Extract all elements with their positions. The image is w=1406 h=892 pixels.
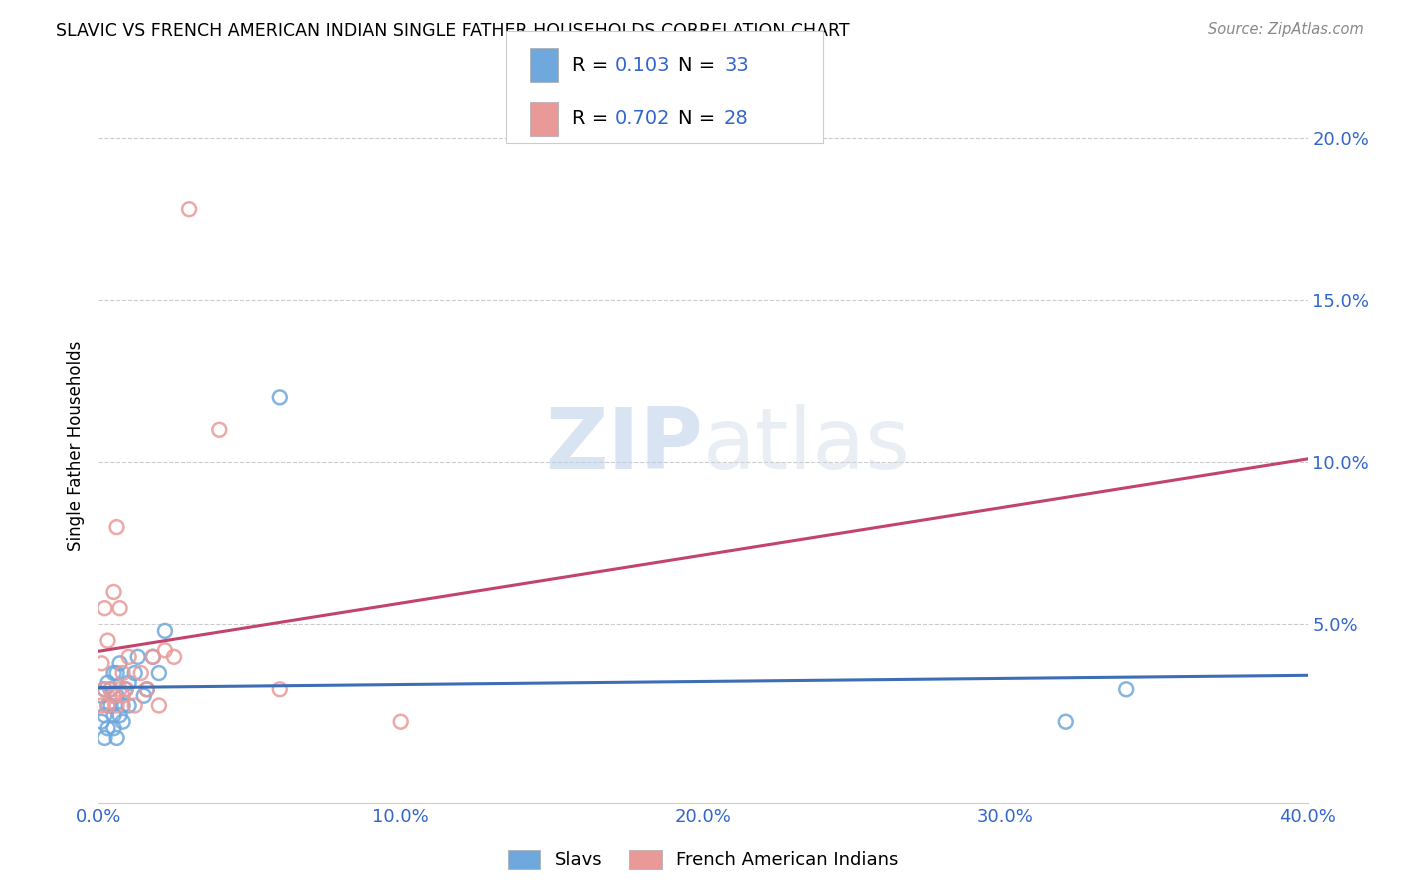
Point [269, 390, 291, 404]
Point [108, 601, 131, 615]
Point [135, 682, 157, 697]
Point [93, 601, 115, 615]
Point [105, 698, 128, 713]
Point [124, 698, 146, 713]
Point [93, 731, 115, 745]
Point [103, 721, 125, 735]
Point [96, 633, 118, 648]
Point [179, 202, 201, 217]
Point [111, 689, 134, 703]
Point [108, 708, 131, 723]
Point [105, 731, 128, 745]
Point [108, 682, 131, 697]
Point [103, 666, 125, 681]
Text: 33: 33 [724, 55, 749, 75]
Point [96, 675, 118, 690]
Text: SLAVIC VS FRENCH AMERICAN INDIAN SINGLE FATHER HOUSEHOLDS CORRELATION CHART: SLAVIC VS FRENCH AMERICAN INDIAN SINGLE … [56, 22, 849, 40]
Point [93, 682, 115, 697]
Point [100, 698, 122, 713]
Point [142, 649, 165, 664]
Point [111, 714, 134, 729]
Point [114, 682, 136, 697]
Point [118, 698, 141, 713]
Point [118, 649, 141, 664]
Point [96, 698, 118, 713]
Point [96, 721, 118, 735]
Point [90, 657, 112, 671]
Point [127, 649, 149, 664]
Text: R =: R = [572, 109, 614, 128]
Point [1115, 682, 1137, 697]
Point [389, 714, 412, 729]
Point [135, 682, 157, 697]
Text: Source: ZipAtlas.com: Source: ZipAtlas.com [1208, 22, 1364, 37]
Point [124, 666, 146, 681]
Point [269, 682, 291, 697]
Point [1054, 714, 1077, 729]
Y-axis label: Single Father Households: Single Father Households [66, 341, 84, 551]
Point [129, 666, 152, 681]
Text: 28: 28 [724, 109, 749, 128]
Point [93, 682, 115, 697]
Point [148, 698, 170, 713]
Point [153, 624, 176, 638]
Point [103, 689, 125, 703]
Point [163, 649, 186, 664]
Point [108, 657, 131, 671]
Point [105, 520, 128, 534]
Text: 0.103: 0.103 [614, 55, 669, 75]
Point [100, 682, 122, 697]
Text: ZIP: ZIP [546, 404, 703, 488]
Point [132, 689, 155, 703]
Legend: Slavs, French American Indians: Slavs, French American Indians [499, 841, 907, 879]
Point [208, 423, 231, 437]
Point [105, 689, 128, 703]
Point [103, 708, 125, 723]
Point [96, 698, 118, 713]
Point [148, 666, 170, 681]
Point [111, 666, 134, 681]
Text: N =: N = [678, 55, 721, 75]
Point [90, 698, 112, 713]
Point [142, 649, 165, 664]
Text: R =: R = [572, 55, 614, 75]
Point [114, 682, 136, 697]
Point [90, 689, 112, 703]
Point [153, 643, 176, 657]
Point [118, 675, 141, 690]
Point [93, 708, 115, 723]
Point [105, 666, 128, 681]
Point [103, 585, 125, 599]
Point [111, 698, 134, 713]
Point [90, 714, 112, 729]
Text: 0.702: 0.702 [614, 109, 669, 128]
Text: atlas: atlas [703, 404, 911, 488]
Text: N =: N = [678, 109, 721, 128]
Point [100, 682, 122, 697]
